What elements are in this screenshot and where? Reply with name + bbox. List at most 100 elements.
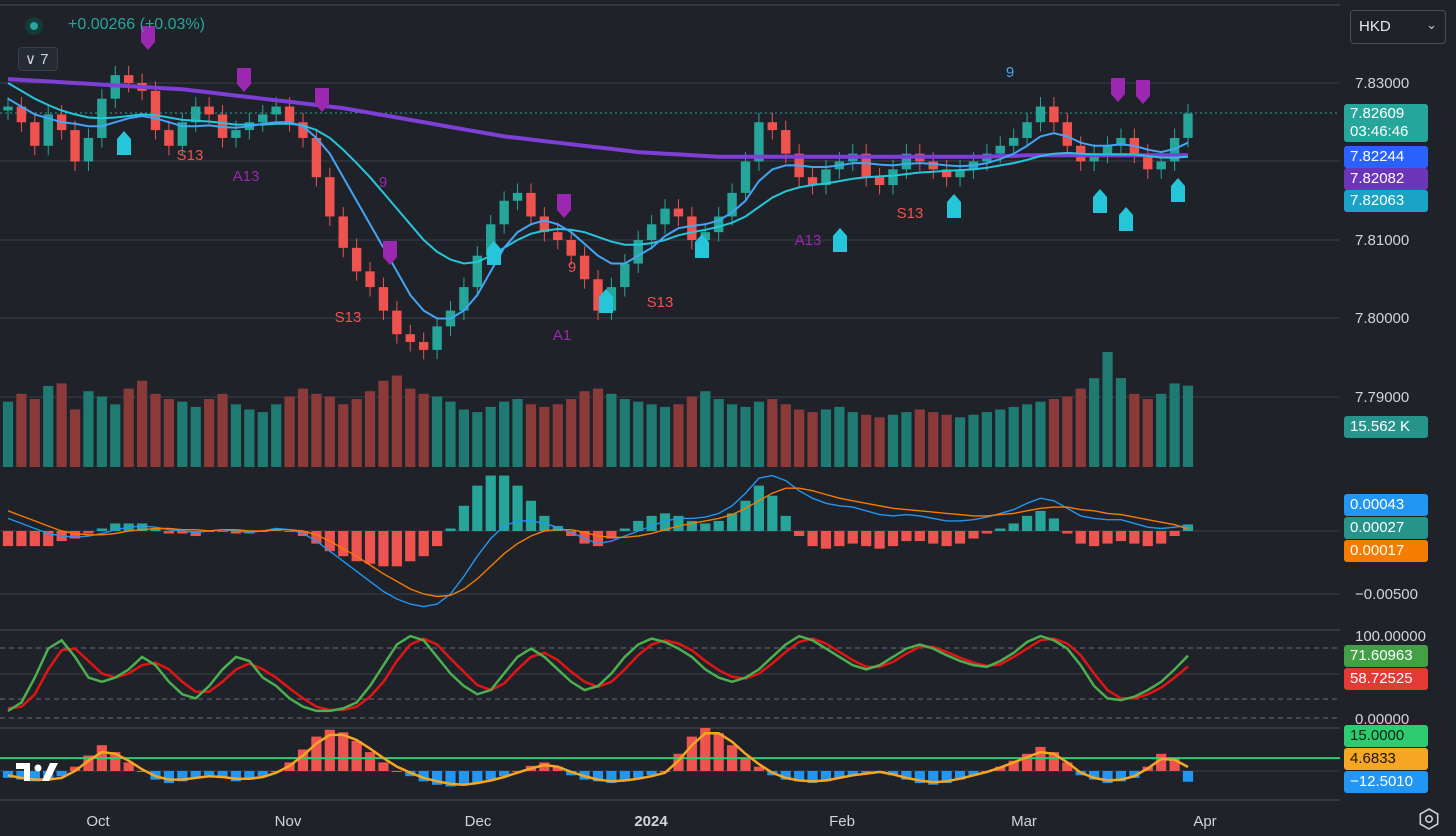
signal-annotation: S13 [647,294,674,311]
macd-histogram-bar [458,505,470,531]
volume-bar [230,404,242,467]
candle-body [754,122,764,162]
volume-bar [244,409,255,467]
candle-body [1035,106,1046,123]
volume-bar [324,396,335,467]
candle-body [646,224,657,240]
volume-bar [820,409,832,467]
candle-body [123,75,134,83]
volume-bar [257,412,268,467]
osc-histogram-bar [324,729,335,771]
macd-histogram-bar [673,515,684,531]
osc-histogram-bar [472,771,483,784]
candle-body [553,232,563,240]
volume-bar [592,388,604,467]
volume-bar [378,380,389,467]
candle-body [271,106,281,115]
osc-histogram-bar [391,771,402,772]
macd-histogram-bar [29,531,40,547]
time-axis-label: 2024 [634,813,668,830]
volume-bar [968,414,979,467]
osc-histogram-bar [83,755,94,771]
volume-bar [338,404,349,467]
currency-select[interactable]: HKD ⌄ [1350,10,1446,44]
macd-histogram-bar [847,531,858,544]
volume-bar [1115,378,1127,467]
volume-bar [874,417,885,467]
osc-histogram-bar [499,771,510,777]
volume-bar [767,399,778,467]
macd-histogram-bar [1075,531,1086,544]
volume-bar [177,401,188,467]
volume-bar [136,380,148,467]
price-axis-label: 7.81000 [1355,232,1409,249]
osc-hist-badge: −12.5010 [1344,771,1428,793]
volume-bar [659,406,671,467]
candle-body [351,247,362,272]
osc-histogram-bar [217,771,228,778]
macd-histogram-bar [405,531,416,562]
tradingview-logo-icon[interactable] [16,760,62,784]
signal-annotation: A13 [233,168,260,185]
stoch-layer [7,634,1189,713]
macd-histogram-bar [177,531,188,534]
candle-body [888,169,898,186]
volume-bar [673,404,684,467]
buy-signal-marker [487,241,501,265]
volume-bar [217,393,228,467]
macd-histogram-bar [150,528,161,531]
candle-body [955,169,965,178]
osc-histogram-bar [592,771,604,782]
volume-bar [56,383,67,467]
volume-bar [525,404,537,467]
osc-line [7,731,1189,787]
signal-annotation: S13 [177,147,204,164]
macd-histogram-bar [1089,531,1100,547]
volume-bar [794,409,805,467]
candle-body [298,122,308,138]
sell-signal-marker [1111,78,1125,102]
macd-histogram-bar [579,531,590,544]
osc-histogram-bar [740,758,751,771]
macd-histogram-bar [901,531,912,542]
candle-body [392,310,402,335]
osc-histogram-bar [794,771,805,782]
osc-histogram-bar [136,771,148,772]
sell-signal-marker [141,26,155,50]
osc-histogram-bar [1169,758,1180,771]
macd-histogram-bar [512,485,523,531]
macd-histogram-bar [726,513,738,531]
signal-annotation: A1 [553,327,571,344]
volume-bar [1102,352,1113,467]
volume-bar [686,396,697,467]
volume-bar [110,404,121,467]
macd-histogram-bar [217,531,228,532]
macd-histogram-bar [1008,523,1019,531]
osc-histogram-bar [619,771,630,782]
osc-histogram-bar [1182,771,1194,782]
volume-bar [954,417,966,467]
macd-histogram-bar [2,531,14,547]
macd-histogram-bar [311,531,322,544]
macd-histogram-bar [472,485,483,531]
osc-histogram-bar [190,771,201,778]
osc-histogram-bar [257,771,268,777]
volume-bar [740,406,751,467]
macd-histogram-bar [230,531,242,534]
volume-bar [204,399,215,467]
candle-body [620,263,630,288]
collapse-indicators-button[interactable]: ∨ 7 [18,47,58,71]
time-axis-label: Nov [275,813,302,830]
osc-histogram-bar [445,771,456,787]
candle-body [70,130,80,162]
time-axis-label: Dec [465,813,492,830]
osc-histogram-bar [1048,752,1060,771]
volume-bar [83,391,94,467]
macd-histogram-bar [499,475,510,531]
candle-body [284,106,295,123]
volume-bar [43,385,54,467]
settings-icon[interactable] [1418,808,1440,830]
time-axis-label: Feb [829,813,855,830]
marker-layer: A13 S13 S13 A1 S13 A13 S13 9 9 9 [117,26,1185,344]
